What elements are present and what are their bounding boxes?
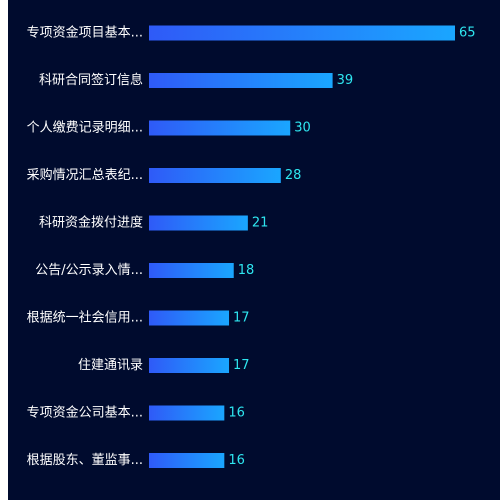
value-label: 28 [285,168,302,183]
category-label: 科研合同签订信息 [39,72,143,88]
value-label: 21 [252,216,269,231]
bar[interactable] [149,25,455,41]
value-label: 39 [337,73,354,88]
category-label: 根据统一社会信用... [27,310,143,326]
value-label: 30 [294,121,311,136]
value-label: 16 [228,453,245,468]
bar[interactable] [149,215,248,231]
bar[interactable] [149,263,234,278]
bar[interactable] [149,310,230,326]
category-label: 个人缴费记录明细... [27,121,143,136]
category-label: 公告/公示录入情... [35,263,143,278]
bar[interactable] [149,73,333,88]
category-label: 科研资金拨付进度 [39,215,143,231]
value-label: 18 [238,263,255,278]
value-label: 16 [228,406,245,421]
bar[interactable] [149,405,225,421]
value-label: 65 [459,26,476,41]
bar[interactable] [149,453,225,468]
category-label: 根据股东、董监事... [27,453,143,468]
category-label: 专项资金公司基本... [27,405,143,421]
category-label: 专项资金项目基本... [27,25,143,41]
bar[interactable] [149,168,281,183]
value-label: 17 [233,311,250,326]
bar[interactable] [149,120,291,136]
value-label: 17 [233,358,250,373]
bar[interactable] [149,358,230,373]
category-label: 住建通讯录 [78,358,143,373]
bars-group: 专项资金项目基本... 65 科研合同签订信息 39 个人缴费记录明细... 30 采购情况… [27,25,476,468]
category-label: 采购情况汇总表纪... [27,167,143,183]
